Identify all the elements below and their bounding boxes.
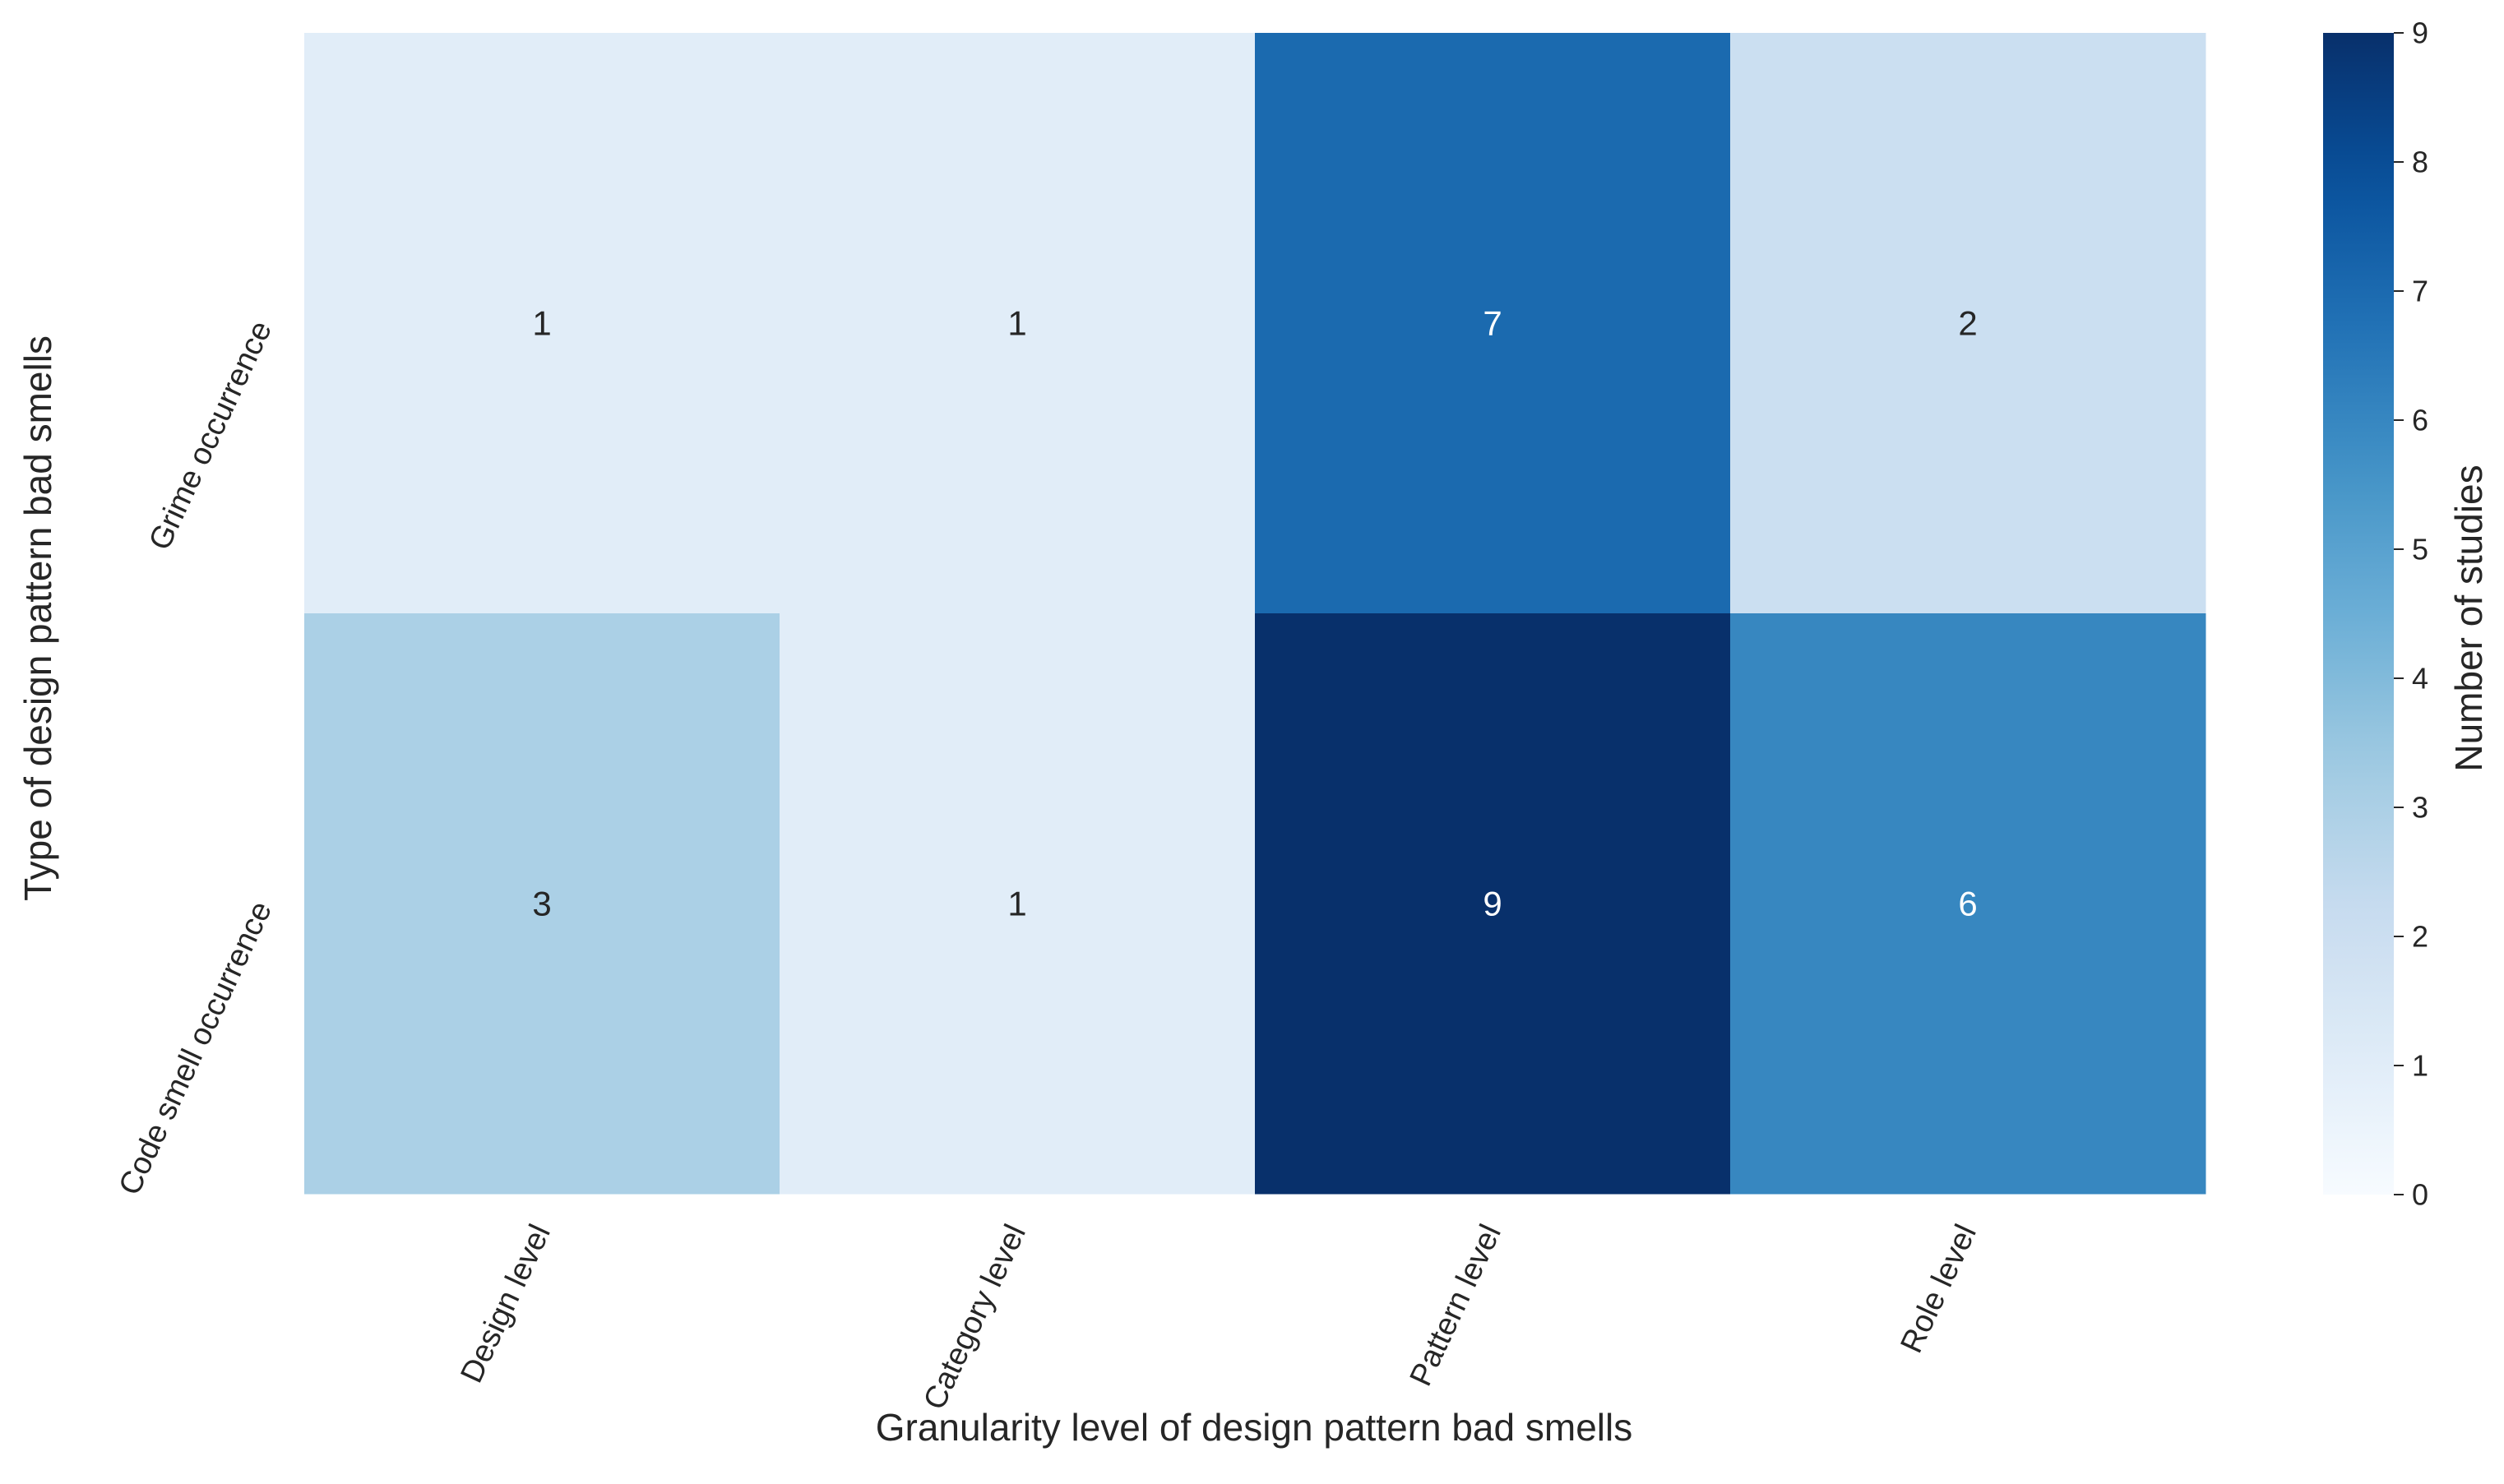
colorbar-tick-label: 5 <box>2412 533 2428 566</box>
colorbar-tick-label: 8 <box>2412 146 2428 179</box>
y-tick-labels: Grime occurrence Code smell occurrence <box>113 316 279 1200</box>
heatmap-cell <box>780 613 1256 1195</box>
x-tick-label: Pattern level <box>1404 1219 1508 1391</box>
colorbar-tick-label: 2 <box>2412 920 2428 954</box>
x-axis-title: Granularity level of design pattern bad … <box>876 1406 1632 1449</box>
colorbar-tick-label: 3 <box>2412 791 2428 825</box>
colorbar-tick-label: 1 <box>2412 1049 2428 1083</box>
heatmap-cell <box>780 33 1256 614</box>
colorbar <box>2323 33 2394 1195</box>
heatmap-cell <box>1255 613 1731 1195</box>
y-tick-label: Code smell occurrence <box>113 896 279 1200</box>
heatmap-cell-value: 1 <box>1007 885 1026 923</box>
heatmap-cell <box>304 33 780 614</box>
colorbar-ticks: 0 1 2 3 4 5 6 7 8 9 <box>2394 16 2428 1212</box>
heatmap-cell-value: 3 <box>532 885 551 923</box>
x-tick-label: Category level <box>917 1219 1033 1415</box>
heatmap-cell <box>1730 33 2206 614</box>
y-tick-label: Grime occurrence <box>142 316 279 555</box>
colorbar-tick-label: 9 <box>2412 16 2428 50</box>
heatmap-cell <box>304 613 780 1195</box>
heatmap-cell-labels: 1 1 7 2 3 1 9 6 <box>532 304 1977 923</box>
heatmap-cell-value: 2 <box>1958 304 1977 343</box>
heatmap-cell <box>1255 33 1731 614</box>
colorbar-tick-label: 4 <box>2412 662 2428 696</box>
heatmap-cell-value: 7 <box>1483 304 1502 343</box>
x-tick-labels: Design level Category level Pattern level R… <box>454 1219 1983 1415</box>
colorbar-label: Number of studies <box>2447 465 2490 771</box>
heatmap-cell-value: 6 <box>1958 885 1977 923</box>
colorbar-tick-label: 7 <box>2412 275 2428 308</box>
heatmap-cell-value: 9 <box>1483 885 1502 923</box>
heatmap-cells <box>304 33 2206 1195</box>
colorbar-tick-label: 0 <box>2412 1178 2428 1212</box>
x-tick-label: Design level <box>454 1219 558 1388</box>
heatmap-cell-value: 1 <box>532 304 551 343</box>
colorbar-tick-label: 6 <box>2412 404 2428 437</box>
heatmap-cell-value: 1 <box>1007 304 1026 343</box>
x-tick-label: Role level <box>1894 1219 1983 1358</box>
heatmap-cell <box>1730 613 2206 1195</box>
y-axis-title: Type of design pattern bad smells <box>16 335 59 901</box>
